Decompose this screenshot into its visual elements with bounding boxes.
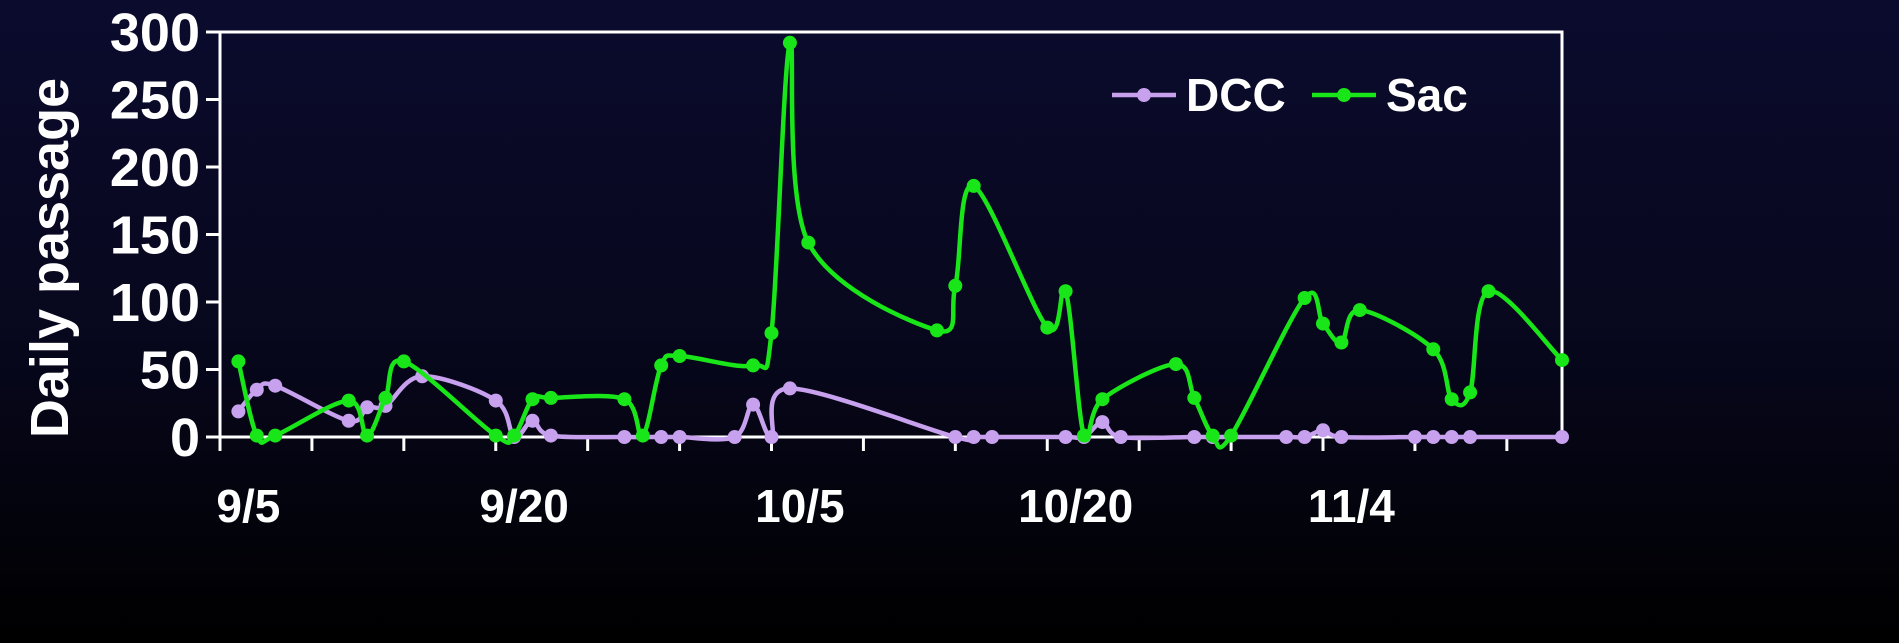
- data-point-sac: [654, 358, 669, 373]
- data-point-sac: [1463, 385, 1478, 400]
- y-tick-label: 250: [110, 71, 200, 131]
- data-point-dcc: [268, 378, 283, 393]
- data-point-sac: [1040, 320, 1055, 335]
- data-point-dcc: [1095, 415, 1110, 430]
- data-point-sac: [1444, 392, 1459, 407]
- data-point-sac: [617, 392, 632, 407]
- y-tick-label: 200: [110, 138, 200, 198]
- data-point-dcc: [1316, 423, 1330, 438]
- data-point-dcc: [985, 430, 1000, 444]
- data-point-sac: [249, 428, 264, 443]
- x-tick-label: 9/5: [216, 480, 280, 532]
- legend-marker-sac: [1337, 88, 1351, 102]
- data-point-sac: [1095, 392, 1110, 407]
- data-point-dcc: [1463, 430, 1478, 444]
- data-point-sac: [764, 326, 779, 341]
- y-tick-label: 50: [140, 341, 200, 401]
- data-point-dcc: [1407, 430, 1422, 444]
- x-tick-label: 10/5: [755, 480, 845, 532]
- data-point-sac: [341, 393, 356, 408]
- data-point-dcc: [360, 400, 375, 415]
- data-point-sac: [525, 392, 540, 407]
- data-point-sac: [1058, 284, 1073, 299]
- data-point-dcc: [746, 397, 761, 412]
- data-point-dcc: [672, 430, 687, 444]
- data-point-sac: [1352, 303, 1367, 318]
- data-point-dcc: [525, 413, 540, 428]
- axes: 0 50 100 150 200 250 300 9/5 9/20 10/5 10/20 11/4: [110, 3, 1564, 532]
- data-point-dcc: [617, 430, 632, 444]
- y-tick-label: 0: [170, 408, 200, 468]
- series-line-sac: [236, 39, 1565, 450]
- data-point-sac: [801, 235, 816, 250]
- data-point-dcc: [1113, 430, 1128, 444]
- legend-item-sac: Sac: [1312, 69, 1468, 121]
- data-point-sac: [1224, 428, 1239, 443]
- data-point-sac: [543, 390, 558, 405]
- data-point-dcc: [488, 393, 503, 408]
- legend: DCC Sac: [1112, 69, 1468, 121]
- data-point-dcc: [1187, 430, 1202, 444]
- data-point-sac: [1481, 284, 1496, 299]
- series-sac: [231, 35, 1569, 450]
- data-point-sac: [507, 428, 522, 443]
- data-point-sac: [1168, 357, 1183, 372]
- data-point-sac: [378, 390, 393, 405]
- x-tick-label: 9/20: [479, 480, 569, 532]
- data-point-dcc: [1334, 430, 1349, 444]
- series-group: [231, 35, 1569, 450]
- x-tick-label: 10/20: [1018, 480, 1133, 532]
- data-point-sac: [672, 349, 687, 363]
- data-point-dcc: [1444, 430, 1459, 444]
- x-tick-label: 11/4: [1308, 480, 1395, 532]
- data-point-sac: [268, 428, 283, 443]
- data-point-dcc: [782, 381, 797, 396]
- data-point-sac: [1334, 335, 1349, 350]
- legend-marker-dcc: [1137, 88, 1151, 102]
- data-point-dcc: [727, 430, 742, 444]
- data-point-sac: [1077, 428, 1091, 443]
- data-point-dcc: [966, 430, 981, 444]
- legend-label-dcc: DCC: [1186, 69, 1286, 121]
- data-point-dcc: [543, 428, 558, 443]
- data-point-sac: [782, 35, 797, 50]
- data-point-dcc: [948, 430, 963, 444]
- data-point-dcc: [231, 404, 246, 419]
- data-point-sac: [1426, 342, 1441, 357]
- y-axis-label: Daily passage: [20, 78, 80, 438]
- data-point-sac: [1316, 316, 1330, 331]
- data-point-dcc: [341, 413, 356, 428]
- data-point-sac: [635, 428, 650, 443]
- data-point-dcc: [249, 382, 264, 397]
- data-point-sac: [1205, 428, 1220, 443]
- data-point-sac: [1297, 291, 1312, 305]
- data-point-sac: [360, 428, 375, 443]
- y-tick-label: 100: [110, 273, 200, 333]
- legend-item-dcc: DCC: [1112, 69, 1286, 121]
- data-point-dcc: [1058, 430, 1073, 444]
- data-point-sac: [1187, 390, 1202, 405]
- y-tick-label: 150: [110, 206, 200, 266]
- data-point-sac: [488, 428, 503, 443]
- data-point-sac: [231, 354, 246, 369]
- data-point-dcc: [654, 430, 669, 444]
- data-point-dcc: [764, 430, 779, 444]
- y-tick-label: 300: [110, 3, 200, 63]
- data-point-dcc: [1555, 430, 1569, 444]
- data-point-dcc: [1426, 430, 1441, 444]
- data-point-dcc: [1297, 430, 1312, 444]
- data-point-sac: [1555, 353, 1569, 368]
- data-point-dcc: [1279, 430, 1294, 444]
- data-point-sac: [948, 278, 963, 293]
- legend-label-sac: Sac: [1386, 69, 1468, 121]
- data-point-sac: [966, 178, 981, 193]
- data-point-sac: [746, 358, 761, 373]
- data-point-sac: [396, 354, 411, 369]
- data-point-sac: [930, 323, 944, 338]
